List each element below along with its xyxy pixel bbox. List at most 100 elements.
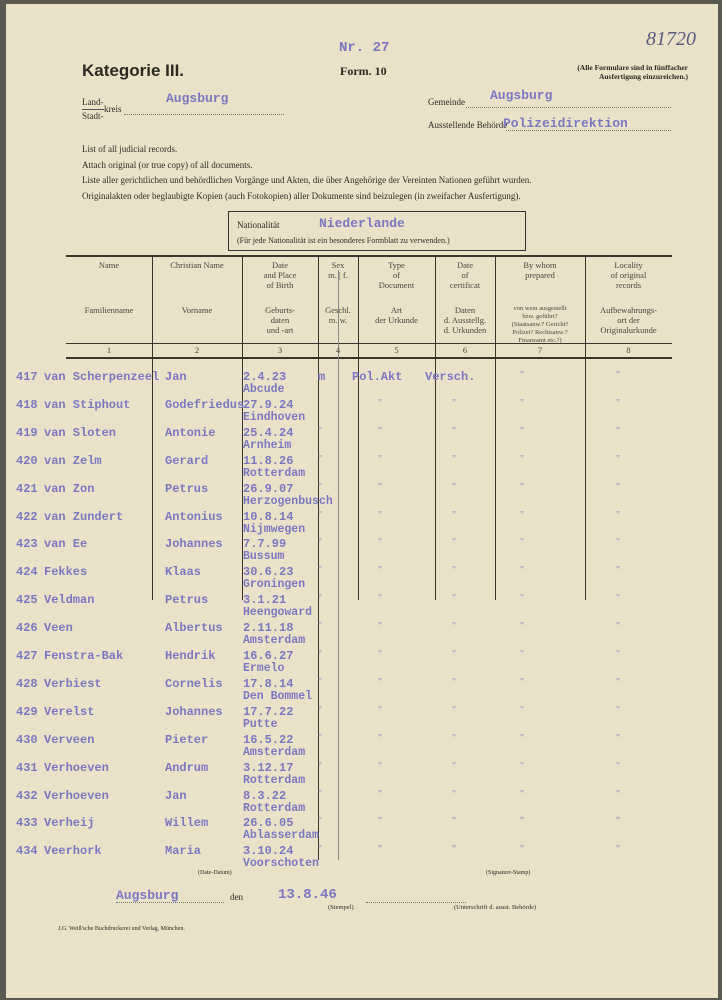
prepared-by: " bbox=[520, 621, 525, 633]
document-type: " bbox=[378, 844, 383, 856]
document-type: " bbox=[378, 621, 383, 633]
certificate-date: " bbox=[452, 565, 457, 577]
document-type: " bbox=[378, 481, 383, 493]
surname: Fenstra-Bak bbox=[44, 649, 124, 663]
surname: Verelst bbox=[44, 704, 95, 719]
prepared-by: " bbox=[520, 453, 525, 465]
column-header-en: Sex m. | f. bbox=[328, 260, 348, 280]
behoerde-line bbox=[506, 130, 671, 131]
gemeinde-value: Augsburg bbox=[490, 88, 553, 103]
gemeinde-label: Gemeinde bbox=[428, 97, 465, 107]
instructions: List of all judicial records. Attach orig… bbox=[82, 144, 532, 201]
column-header-en: Name bbox=[98, 260, 120, 270]
birth-date: 26.9.07 bbox=[243, 481, 294, 496]
birth-place: Nijmwegen bbox=[243, 522, 306, 536]
birth-date: 25.4.24 bbox=[243, 425, 294, 440]
signature-authority-caption: (Unterschrift d. ausst. Behörde) bbox=[454, 904, 537, 911]
sex: " bbox=[318, 593, 323, 605]
sex: " bbox=[318, 481, 323, 493]
document-type: " bbox=[378, 565, 383, 577]
surname: Verhoeven bbox=[44, 788, 109, 803]
first-name: Petrus bbox=[165, 593, 209, 608]
first-name: Maria bbox=[165, 844, 202, 859]
stamp-caption: (Stempel) bbox=[328, 904, 354, 911]
column-number: 5 bbox=[394, 345, 399, 355]
row-number: 434 bbox=[16, 844, 38, 859]
sex: " bbox=[318, 732, 323, 744]
row-number: 433 bbox=[16, 816, 38, 831]
certificate-date: " bbox=[452, 425, 457, 437]
first-name: Antonie bbox=[165, 425, 216, 440]
surname: van Zon bbox=[44, 481, 95, 496]
birth-date: 27.9.24 bbox=[243, 397, 294, 412]
sex: " bbox=[318, 565, 323, 577]
certificate-date: " bbox=[452, 760, 457, 772]
kreis-line bbox=[124, 114, 284, 115]
document-type: " bbox=[378, 453, 383, 465]
record-locality: " bbox=[616, 537, 621, 549]
certificate-date: " bbox=[452, 397, 457, 409]
birth-date: 26.6.05 bbox=[243, 816, 294, 831]
sex-split-rule bbox=[338, 270, 339, 860]
column-header-en: Christian Name bbox=[170, 260, 224, 270]
column-header-de: Geburts- daten und -art bbox=[265, 305, 295, 335]
land-label: Land- bbox=[82, 97, 104, 107]
form-label: Form. 10 bbox=[340, 64, 387, 78]
certificate-date: " bbox=[452, 788, 457, 800]
birth-place: Rotterdam bbox=[243, 773, 306, 787]
signature-line bbox=[366, 902, 466, 903]
number-rule bbox=[66, 357, 672, 359]
prepared-by: " bbox=[520, 370, 525, 381]
nationality-value: Niederlande bbox=[319, 216, 405, 231]
prepared-by: " bbox=[520, 481, 525, 493]
document-type: " bbox=[378, 704, 383, 716]
row-number: 426 bbox=[16, 621, 38, 636]
sex: " bbox=[318, 816, 323, 828]
record-locality: " bbox=[616, 760, 621, 772]
first-name: Hendrik bbox=[165, 649, 216, 663]
record-locality: " bbox=[616, 676, 621, 688]
row-number: 432 bbox=[16, 788, 38, 803]
surname: van Scherpenzeel bbox=[44, 370, 160, 384]
sex: " bbox=[318, 509, 323, 521]
nationality-box: Nationalität Niederlande (Für jede Natio… bbox=[228, 211, 526, 251]
column-header-de: von wem ausgestellt bzw. geführt? (Staat… bbox=[511, 305, 569, 344]
record-locality: " bbox=[616, 649, 621, 660]
surname: van Stiphout bbox=[44, 397, 131, 412]
birth-place: Amsterdam bbox=[243, 634, 306, 648]
first-name: Gerard bbox=[165, 453, 209, 468]
column-rule bbox=[435, 255, 436, 600]
prepared-by: " bbox=[520, 816, 525, 828]
birth-date: 8.3.22 bbox=[243, 788, 287, 803]
record-locality: " bbox=[616, 593, 621, 605]
birth-date: 17.7.22 bbox=[243, 704, 294, 719]
sex: " bbox=[318, 537, 323, 549]
prepared-by: " bbox=[520, 704, 525, 716]
prepared-by: " bbox=[520, 593, 525, 605]
certificate-date: " bbox=[452, 732, 457, 744]
certificate-date: " bbox=[452, 649, 457, 660]
kreis-label: kreis bbox=[104, 104, 122, 114]
certificate-date: " bbox=[452, 704, 457, 716]
column-number: 2 bbox=[194, 345, 200, 355]
row-number: 423 bbox=[16, 537, 38, 552]
first-name: Andrum bbox=[165, 760, 209, 775]
gemeinde-line bbox=[466, 107, 671, 108]
birth-place: Ablasserdam bbox=[243, 829, 319, 843]
birth-date: 7.7.99 bbox=[243, 537, 287, 552]
row-number: 428 bbox=[16, 676, 38, 691]
column-header-de: Familienname bbox=[84, 305, 134, 315]
header-rule bbox=[66, 343, 672, 344]
document-type: " bbox=[378, 425, 383, 437]
certificate-date: " bbox=[452, 453, 457, 465]
first-name: Cornelis bbox=[165, 676, 223, 691]
record-locality: " bbox=[616, 453, 621, 465]
category-title: Kategorie III. bbox=[82, 61, 185, 80]
column-rule bbox=[152, 255, 153, 600]
birth-place: Bussum bbox=[243, 550, 285, 564]
birth-date: 3.10.24 bbox=[243, 844, 294, 859]
certificate-date: " bbox=[452, 844, 457, 856]
document-type: " bbox=[378, 788, 383, 800]
first-name: Johannes bbox=[165, 704, 223, 719]
first-name: Antonius bbox=[165, 509, 223, 524]
